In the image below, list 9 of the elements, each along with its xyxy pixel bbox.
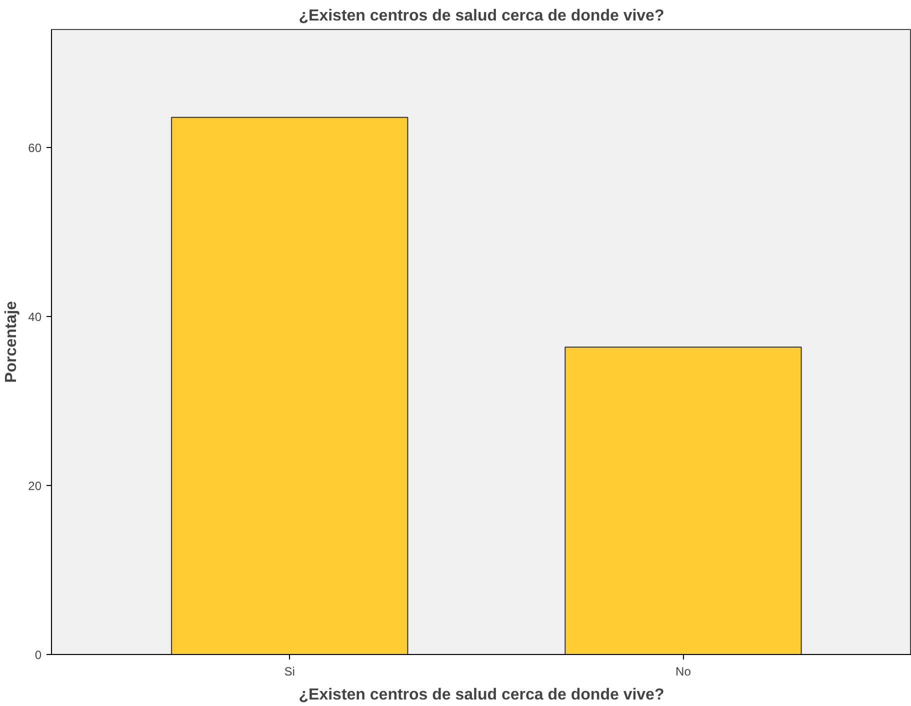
y-axis-title: Porcentaje bbox=[3, 300, 20, 383]
chart-title: ¿Existen centros de salud cerca de donde vive? bbox=[298, 8, 664, 24]
y-tick-label: 60 bbox=[28, 141, 42, 156]
y-tick-label: 0 bbox=[34, 648, 42, 662]
x-axis-title: ¿Existen centros de salud cerca de donde vive? bbox=[298, 686, 664, 704]
y-tick-label: 40 bbox=[28, 310, 42, 324]
x-tick-label: No bbox=[676, 664, 692, 678]
y-tick-label: 20 bbox=[28, 479, 42, 494]
x-tick-label: Si bbox=[284, 664, 295, 678]
